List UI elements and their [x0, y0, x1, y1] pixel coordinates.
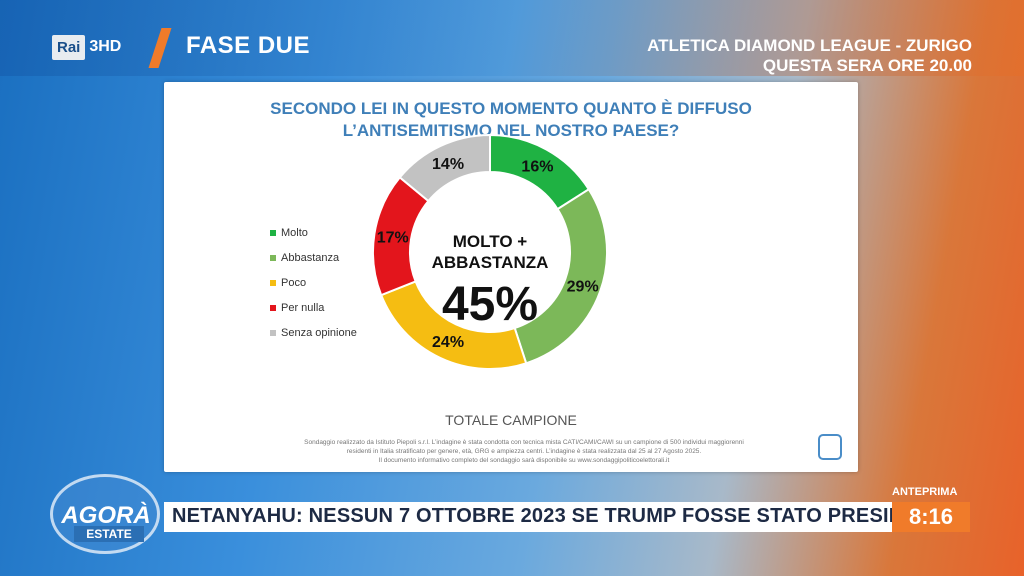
channel-number: 3HD — [89, 38, 122, 55]
legend-item: Abbastanza — [270, 245, 357, 270]
promo-line-2: QUESTA SERA ORE 20.00 — [762, 56, 972, 75]
legend-label: Poco — [281, 276, 307, 289]
rai-logo: Rai — [52, 34, 86, 60]
legend-swatch — [270, 329, 276, 336]
center-label-2: ABBASTANZA — [432, 253, 549, 272]
legend-item: Senza opinione — [270, 320, 357, 345]
program-title: FASE DUE — [186, 32, 311, 59]
ticker-bar — [164, 502, 892, 532]
slice-label: 17% — [377, 230, 409, 247]
legend-label: Senza opinione — [281, 326, 357, 339]
footnote-line-3: Il documento informativo completo del so… — [378, 457, 670, 464]
show-logo: AGORÀ ESTATE — [46, 474, 166, 554]
slice-label: 16% — [521, 159, 553, 176]
legend-label: Molto — [281, 226, 308, 239]
slice-label: 24% — [432, 334, 464, 351]
clock: 8:16 — [892, 502, 970, 532]
chart-legend: Molto Abbastanza Poco Per nulla Senza opinio… — [270, 220, 357, 345]
show-name: AGORÀ — [61, 502, 151, 529]
question-line-1: SECONDO LEI IN QUESTO MOMENTO QUANTO È D… — [270, 99, 752, 118]
promo-text: ATLETICA DIAMOND LEAGUE - ZURIGO QUESTA … — [647, 36, 972, 76]
footnote-line-2: residenti in Italia stratificato per gen… — [346, 448, 702, 455]
center-value: 45% — [442, 278, 538, 331]
legend-swatch — [270, 229, 276, 236]
legend-label: Abbastanza — [281, 251, 340, 264]
legend-swatch — [270, 279, 276, 286]
legend-swatch — [270, 304, 276, 311]
legend-label: Per nulla — [281, 301, 325, 314]
top-bar — [0, 0, 1024, 76]
legend-swatch — [270, 254, 276, 261]
slice-label: 29% — [567, 278, 599, 295]
donut-chart: 16% 29% 24% 17% 14% MOLTO + ABBASTANZA 45% — [372, 133, 608, 370]
question-line-2: L’ANTISEMITISMO NEL NOSTRO PAESE? — [342, 121, 680, 140]
donut-slice — [398, 133, 491, 203]
legend-item: Molto — [270, 220, 357, 245]
channel-logo: Rai 3HD — [52, 32, 121, 62]
pollster-logo-icon — [818, 434, 842, 460]
ticker-headline: NETANYAHU: NESSUN 7 OTTOBRE 2023 SE TRUM… — [172, 505, 958, 527]
poll-question: SECONDO LEI IN QUESTO MOMENTO QUANTO È D… — [164, 98, 858, 142]
poll-card: SECONDO LEI IN QUESTO MOMENTO QUANTO È D… — [164, 82, 858, 472]
footnote-line-1: Sondaggio realizzato da Istituto Piepoli… — [304, 439, 744, 446]
legend-item: Poco — [270, 270, 357, 295]
sample-label: TOTALE CAMPIONE — [445, 412, 577, 428]
donut-slice — [513, 187, 608, 365]
legend-item: Per nulla — [270, 295, 357, 320]
center-label-1: MOLTO + — [453, 232, 528, 251]
preview-label: ANTEPRIMA — [892, 486, 958, 498]
show-subtitle: ESTATE — [74, 526, 144, 542]
footnote: Sondaggio realizzato da Istituto Piepoli… — [244, 438, 804, 465]
promo-line-1: ATLETICA DIAMOND LEAGUE - ZURIGO — [647, 36, 972, 55]
slice-label: 14% — [432, 156, 464, 173]
